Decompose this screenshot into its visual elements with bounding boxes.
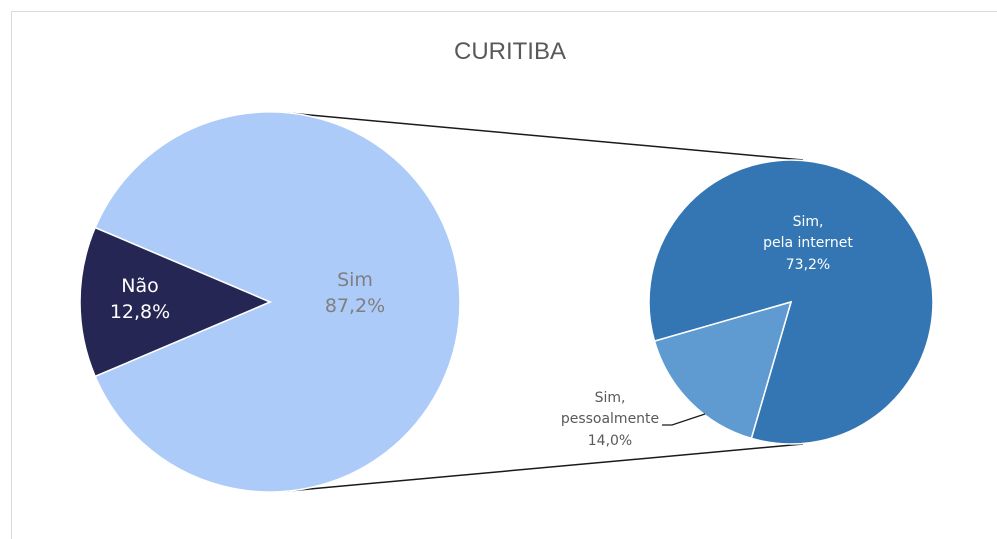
slice-label-internet-value: 73,2%: [786, 257, 830, 273]
slice-label-nao-name: Não: [121, 275, 158, 297]
slice-label-sim-name: Sim: [337, 269, 373, 291]
slice-sim: [94, 111, 461, 493]
slice-label-pessoalmente-line2: pessoalmente: [561, 411, 659, 427]
slice-label-internet-line1: Sim,: [793, 214, 824, 230]
slice-label-pessoalmente-line1: Sim,: [595, 390, 626, 406]
slice-label-internet-line2: pela internet: [763, 235, 853, 251]
pessoalmente-leader-line: [662, 413, 706, 426]
connector-line-bottom: [287, 443, 804, 492]
slice-label-pessoalmente-value: 14,0%: [588, 433, 632, 449]
secondary-pie: [648, 159, 934, 445]
main-pie: [79, 111, 461, 493]
slice-label-sim-value: 87,2%: [325, 295, 385, 317]
connector-line-top: [287, 112, 804, 161]
slice-nao: [79, 226, 272, 378]
slice-pela-internet: [648, 159, 934, 445]
slice-label-nao-value: 12,8%: [110, 301, 170, 323]
chart-frame: [11, 11, 997, 539]
chart-title: CURITIBA: [454, 38, 566, 65]
slice-pessoalmente: [653, 300, 793, 440]
